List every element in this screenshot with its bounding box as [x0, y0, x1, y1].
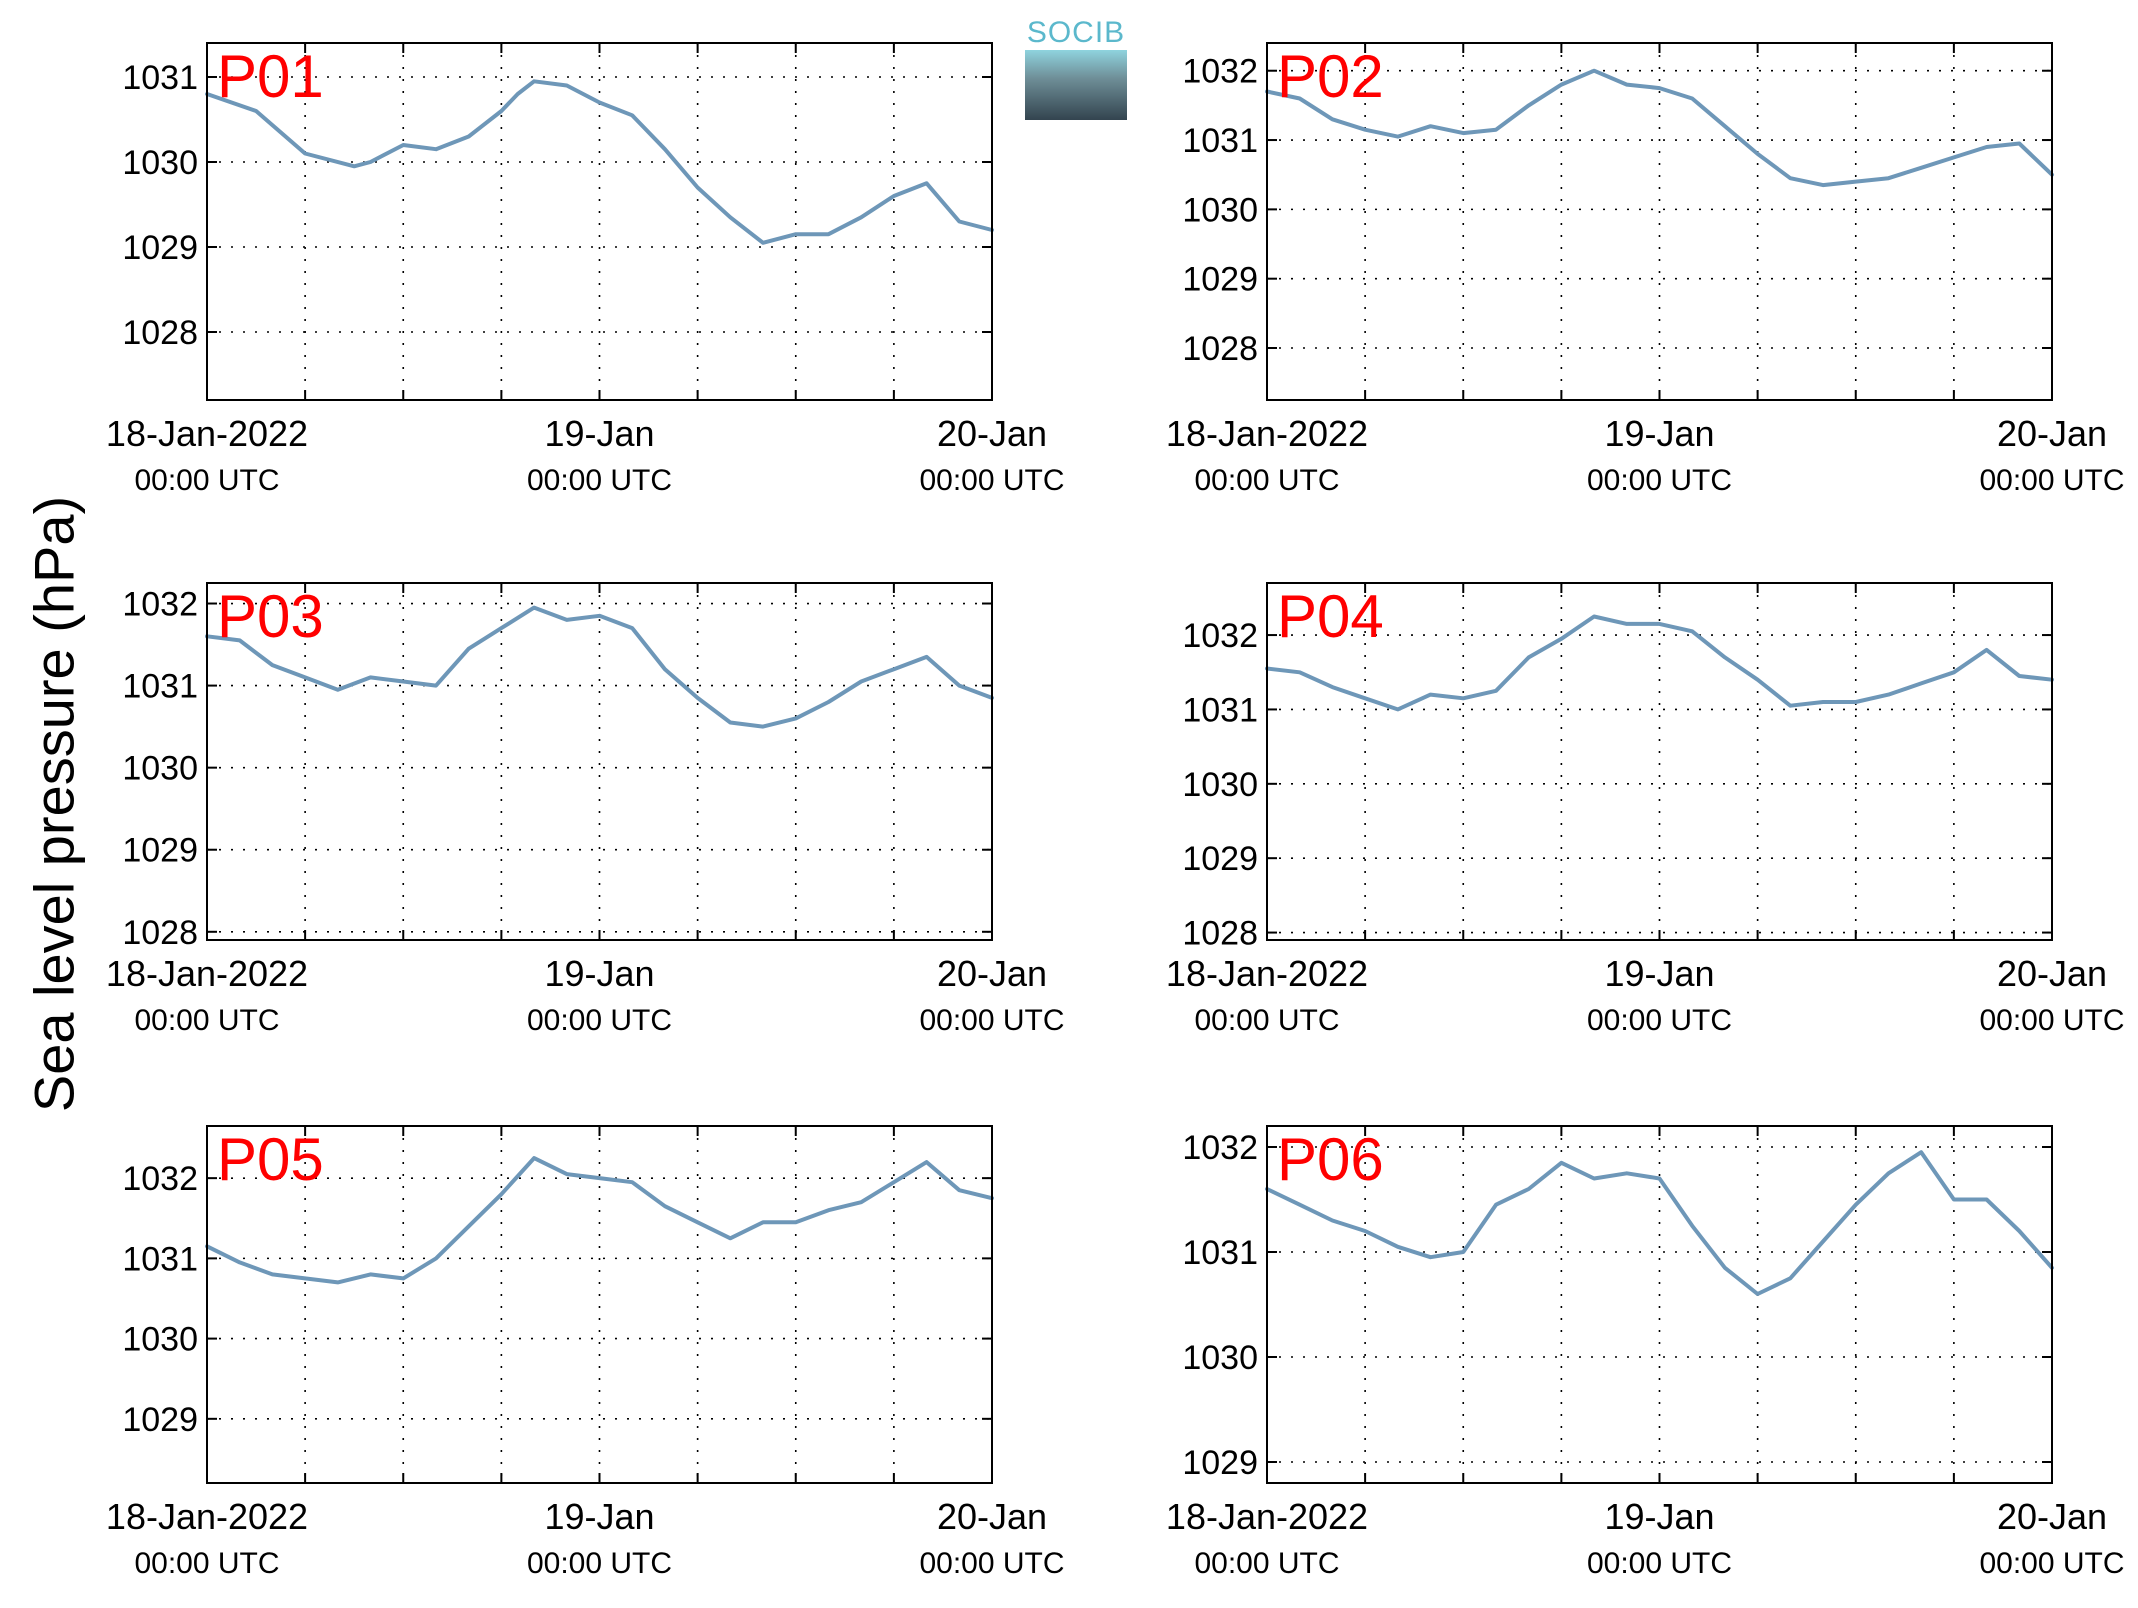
- logo-text: SOCIB: [1026, 16, 1126, 49]
- x-tick-sublabel: 00:00 UTC: [1979, 464, 2124, 497]
- panel-p06: 1029 1030 1031 1032 18-Jan-2022 00:00 UTC 19-J…: [1166, 1125, 2125, 1580]
- socib-logo: SOCIB: [1025, 16, 1127, 120]
- y-tick-label: 1028: [1182, 330, 1258, 368]
- station-label: P06: [1277, 1126, 1384, 1193]
- y-tick-label: 1032: [1182, 53, 1258, 91]
- y-axis-label: Sea level pressure (hPa): [22, 495, 86, 1113]
- x-tick-label: 19-Jan: [1604, 1496, 1714, 1537]
- x-tick-label: 18-Jan-2022: [106, 953, 308, 994]
- y-tick-label: 1032: [122, 1160, 198, 1198]
- station-label: P02: [1277, 43, 1384, 110]
- y-tick-label: 1030: [122, 750, 198, 788]
- x-tick-sublabel: 00:00 UTC: [1194, 1547, 1339, 1580]
- y-tick-label: 1031: [1182, 1234, 1258, 1272]
- x-tick-label: 20-Jan: [1997, 1496, 2107, 1537]
- plot-frame: [206, 1125, 993, 1484]
- series-line-p03: [205, 605, 994, 729]
- y-tick-label: 1028: [122, 314, 198, 352]
- panel-p05: 1029 1030 1031 1032 18-Jan-2022 00:00 UTC 19-J…: [106, 1125, 1065, 1580]
- x-tick-sublabel: 00:00 UTC: [1587, 464, 1732, 497]
- x-tick-label: 18-Jan-2022: [106, 1496, 308, 1537]
- panel-p01: 1028 1029 1030 1031 18-Jan-2022 00:00 UTC 19-J…: [106, 42, 1065, 497]
- x-tick-label: 20-Jan: [1997, 953, 2107, 994]
- y-tick-label: 1029: [1182, 840, 1258, 878]
- x-tick-sublabel: 00:00 UTC: [134, 464, 279, 497]
- x-tick-label: 19-Jan: [544, 1496, 654, 1537]
- y-tick-label: 1032: [1182, 1129, 1258, 1167]
- x-tick-label: 18-Jan-2022: [106, 413, 308, 454]
- x-tick-sublabel: 00:00 UTC: [1587, 1004, 1732, 1037]
- panel-p04: 1028 1029 1030 1031 1032 18-Jan-2022 00:00 UTC…: [1166, 582, 2125, 1037]
- y-tick-label: 1029: [122, 1401, 198, 1439]
- y-tick-label: 1029: [122, 832, 198, 870]
- x-tick-sublabel: 00:00 UTC: [1194, 464, 1339, 497]
- y-tick-label: 1031: [1182, 122, 1258, 160]
- station-label: P04: [1277, 583, 1384, 650]
- x-tick-sublabel: 00:00 UTC: [1979, 1004, 2124, 1037]
- y-tick-label: 1030: [1182, 191, 1258, 229]
- x-tick-label: 20-Jan: [937, 413, 1047, 454]
- series-line-p01: [205, 79, 994, 245]
- series-line-p06: [1265, 1150, 2054, 1296]
- station-label: P01: [217, 43, 324, 110]
- x-tick-sublabel: 00:00 UTC: [134, 1547, 279, 1580]
- x-tick-label: 20-Jan: [1997, 413, 2107, 454]
- y-tick-label: 1030: [122, 144, 198, 182]
- series-line-p05: [205, 1156, 994, 1285]
- y-tick-label: 1030: [122, 1321, 198, 1359]
- y-tick-label: 1029: [122, 229, 198, 267]
- panel-p03: 1028 1029 1030 1031 1032 18-Jan-2022 00:00 UTC…: [106, 582, 1065, 1037]
- station-label: P05: [217, 1126, 324, 1193]
- plot-frame: [206, 582, 993, 941]
- plot-frame: [206, 42, 993, 401]
- x-tick-label: 18-Jan-2022: [1166, 413, 1368, 454]
- y-tick-label: 1031: [1182, 691, 1258, 729]
- series-line-p02: [1265, 68, 2054, 188]
- y-tick-label: 1028: [122, 914, 198, 952]
- x-tick-sublabel: 00:00 UTC: [919, 1004, 1064, 1037]
- plot-frame: [1266, 1125, 2053, 1484]
- x-tick-label: 18-Jan-2022: [1166, 1496, 1368, 1537]
- station-label: P03: [217, 583, 324, 650]
- x-tick-sublabel: 00:00 UTC: [527, 1004, 672, 1037]
- x-tick-sublabel: 00:00 UTC: [919, 464, 1064, 497]
- x-tick-sublabel: 00:00 UTC: [919, 1547, 1064, 1580]
- y-tick-label: 1031: [122, 1240, 198, 1278]
- y-tick-label: 1029: [1182, 1444, 1258, 1482]
- x-tick-sublabel: 00:00 UTC: [1587, 1547, 1732, 1580]
- y-tick-label: 1028: [1182, 915, 1258, 953]
- x-tick-label: 20-Jan: [937, 1496, 1047, 1537]
- x-tick-sublabel: 00:00 UTC: [527, 464, 672, 497]
- y-tick-label: 1030: [1182, 766, 1258, 804]
- logo-graphic: [1025, 50, 1127, 120]
- y-tick-label: 1031: [122, 59, 198, 97]
- panel-p02: 1028 1029 1030 1031 1032 18-Jan-2022 00:00 UTC…: [1166, 42, 2125, 497]
- x-tick-sublabel: 00:00 UTC: [1194, 1004, 1339, 1037]
- y-tick-label: 1032: [122, 586, 198, 624]
- x-tick-sublabel: 00:00 UTC: [1979, 1547, 2124, 1580]
- x-tick-sublabel: 00:00 UTC: [527, 1547, 672, 1580]
- plot-frame: [1266, 42, 2053, 401]
- x-tick-label: 20-Jan: [937, 953, 1047, 994]
- plot-frame: [1266, 582, 2053, 941]
- y-tick-label: 1032: [1182, 617, 1258, 655]
- x-tick-label: 18-Jan-2022: [1166, 953, 1368, 994]
- y-tick-label: 1031: [122, 668, 198, 706]
- y-tick-label: 1030: [1182, 1339, 1258, 1377]
- x-tick-sublabel: 00:00 UTC: [134, 1004, 279, 1037]
- y-tick-label: 1029: [1182, 261, 1258, 299]
- x-tick-label: 19-Jan: [1604, 413, 1714, 454]
- x-tick-label: 19-Jan: [1604, 953, 1714, 994]
- x-tick-label: 19-Jan: [544, 953, 654, 994]
- series-line-p04: [1265, 614, 2054, 712]
- x-tick-label: 19-Jan: [544, 413, 654, 454]
